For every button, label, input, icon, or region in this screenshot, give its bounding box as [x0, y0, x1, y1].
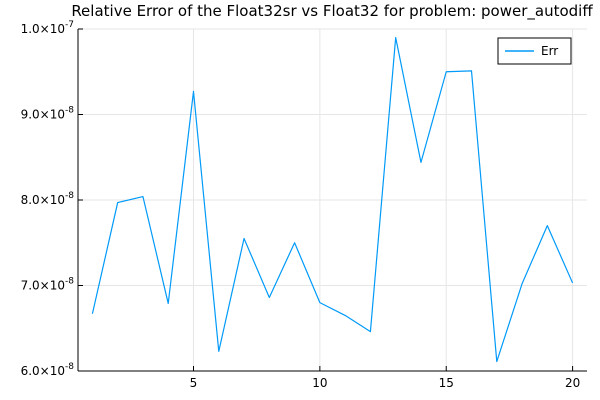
series-line-err [91, 36, 574, 363]
y-tick-label: 8.0×10-8 [21, 191, 75, 207]
axes: 5 10 15 20 6.0×10-8 7.0×10-8 8.0×10-8 9.0×10-8 1… [21, 20, 587, 390]
series-layer [91, 36, 574, 363]
y-tick-label: 6.0×10-8 [21, 362, 75, 378]
x-tick-label: 15 [439, 376, 454, 390]
x-tick-label: 20 [565, 376, 580, 390]
legend-label: Err [541, 44, 558, 58]
chart-title: Relative Error of the Float32sr vs Float… [71, 2, 593, 21]
x-tick-label: 5 [190, 376, 198, 390]
y-tick-label: 1.0×10-7 [21, 20, 74, 36]
legend: Err [497, 37, 572, 65]
y-tick-label: 9.0×10-8 [21, 106, 75, 122]
x-tick-label: 10 [312, 376, 327, 390]
y-tick-label: 7.0×10-8 [21, 277, 75, 293]
